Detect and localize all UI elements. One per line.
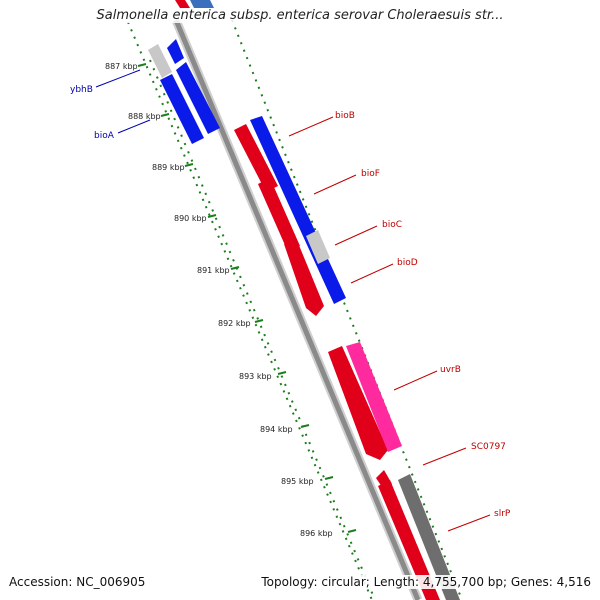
kbp-ticks [137, 63, 357, 533]
kbp-label: 895 kbp [281, 477, 314, 486]
gene-label-bioD: bioD [397, 258, 418, 268]
gene-feature-top-red [175, 0, 190, 8]
kbp-label: 891 kbp [197, 266, 230, 275]
accession-text: Accession: NC_006905 [9, 575, 146, 589]
map-title: Salmonella enterica subsp. enterica sero… [0, 8, 600, 23]
gene-bioD-red [284, 238, 324, 316]
gene-label-bioA: bioA [94, 131, 115, 141]
kbp-label: 890 kbp [174, 214, 207, 223]
gene-slrP-red [378, 480, 440, 600]
kbp-label: 887 kbp [105, 62, 138, 71]
gene-bioD-grey [306, 230, 330, 264]
gene-label-bioF: bioF [361, 169, 380, 179]
gene-label-uvrB: uvrB [440, 365, 461, 375]
kbp-label: 889 kbp [152, 163, 185, 172]
gene-ybhB [167, 39, 184, 64]
gene-bioC-red [258, 178, 300, 252]
kbp-label: 892 kbp [218, 319, 251, 328]
inner-tick-track [127, 21, 373, 600]
gene-slrP-grey [398, 474, 460, 600]
gene-label-bioC: bioC [382, 220, 402, 230]
gene-label-bioB: bioB [335, 111, 355, 121]
genome-stats-text: Topology: circular; Length: 4,755,700 bp… [261, 575, 591, 589]
label-leaders [95, 69, 491, 532]
gene-ybhB-grey [148, 44, 172, 78]
kbp-label: 894 kbp [260, 425, 293, 434]
gene-uvrB-rna [346, 342, 402, 452]
backbone [173, 19, 421, 600]
gene-feature-top-blue [190, 0, 214, 8]
gene-label-ybhB: ybhB [70, 85, 93, 95]
kbp-label: 893 kbp [239, 372, 272, 381]
map-band [60, 0, 470, 600]
left-tick-track [149, 59, 376, 600]
gene-bioA [176, 62, 220, 134]
gene-uvrB [328, 346, 388, 460]
kbp-label: 896 kbp [300, 529, 333, 538]
kbp-labels: 887 kbp 888 kbp 889 kbp 890 kbp 891 kbp … [105, 62, 333, 538]
kbp-label: 888 kbp [128, 112, 161, 121]
gene-label-slrP: slrP [494, 509, 511, 519]
gene-bioF-red [234, 124, 278, 192]
gene-label-SC0797: SC0797 [471, 442, 506, 452]
gene-bioA-upper [160, 74, 204, 144]
